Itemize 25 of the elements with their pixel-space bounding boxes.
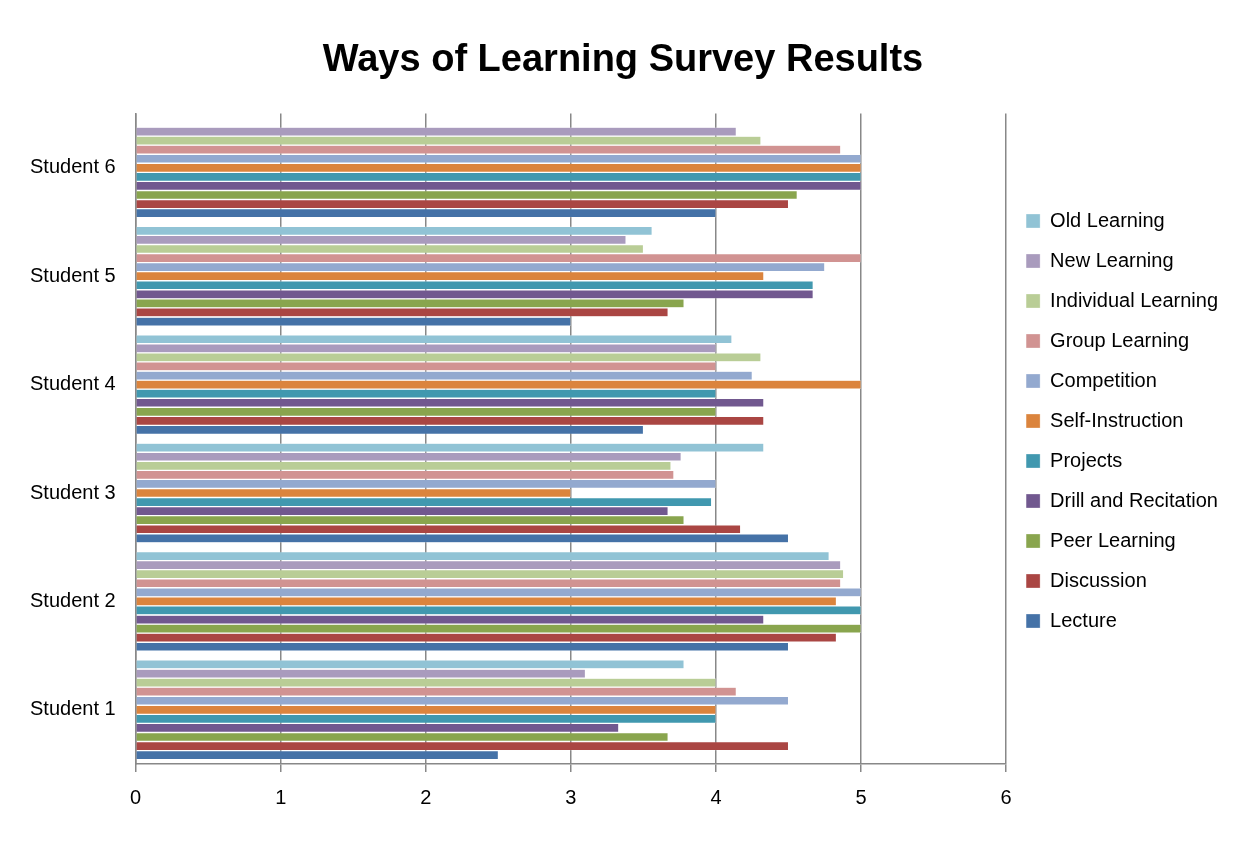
x-tick-label: 1	[275, 785, 287, 808]
legend-label: Self-Instruction	[1050, 408, 1184, 431]
x-tick-label: 3	[565, 785, 577, 808]
y-tick-label: Student 3	[30, 480, 116, 503]
legend-label: Group Learning	[1050, 328, 1190, 351]
x-tick-label: 2	[420, 785, 432, 808]
y-tick-label: Student 4	[30, 372, 116, 395]
y-tick-label: Student 1	[30, 697, 116, 720]
legend-label: Lecture	[1050, 608, 1117, 631]
legend-label: Discussion	[1050, 568, 1147, 591]
legend-label: Peer Learning	[1050, 528, 1176, 551]
x-tick-label: 5	[855, 785, 867, 808]
x-tick-label: 0	[130, 785, 142, 808]
x-tick-label: 4	[710, 785, 722, 808]
y-tick-label: Student 5	[30, 263, 116, 286]
y-tick-label: Student 6	[30, 155, 116, 178]
legend-label: Projects	[1050, 448, 1123, 471]
legend-label: Competition	[1050, 368, 1157, 391]
legend-label: Old Learning	[1050, 208, 1165, 231]
legend-label: Drill and Recitation	[1050, 488, 1218, 511]
y-tick-label: Student 2	[30, 588, 116, 611]
chart-title: Ways of Learning Survey Results	[322, 37, 924, 80]
x-tick-label: 6	[1000, 785, 1012, 808]
legend-label: New Learning	[1050, 248, 1174, 271]
legend-label: Individual Learning	[1050, 288, 1219, 311]
